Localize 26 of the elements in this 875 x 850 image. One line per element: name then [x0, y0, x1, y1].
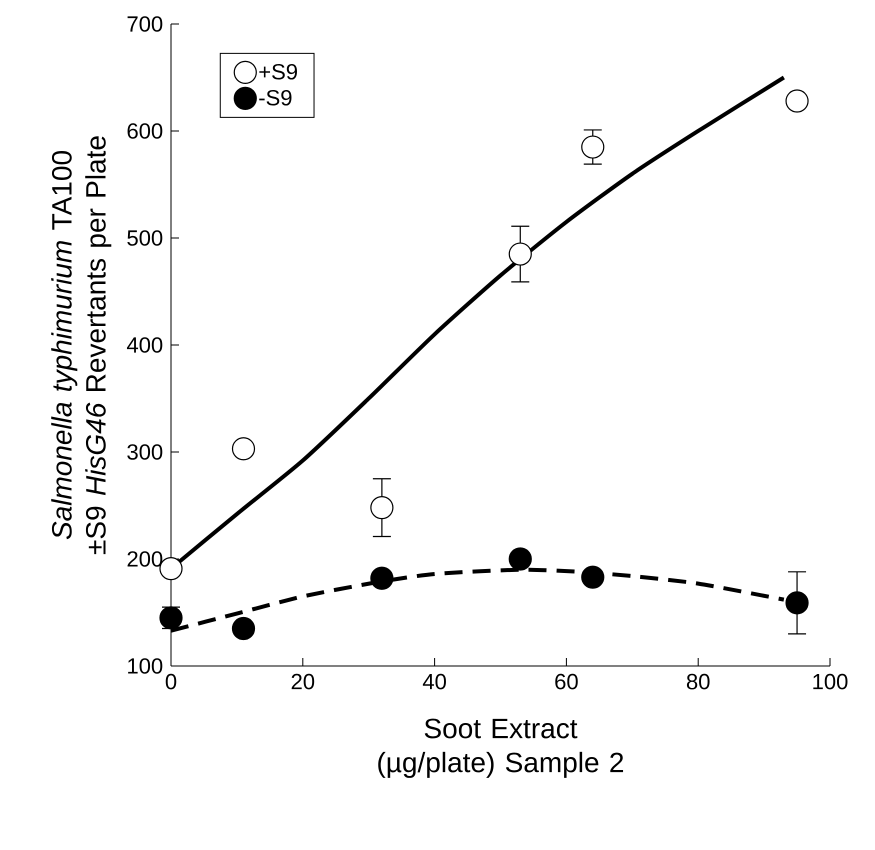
x-tick-label: 80 — [686, 674, 710, 690]
point — [785, 591, 809, 614]
y-tick-label: 600 — [128, 123, 162, 139]
point — [232, 616, 256, 640]
y-tick-label: 100 — [128, 658, 162, 674]
y-tick-label: 400 — [126, 337, 162, 353]
y-tick-label: 300 — [127, 444, 162, 460]
point — [581, 566, 604, 589]
point — [370, 566, 394, 590]
legend-label: +S9 — [259, 64, 297, 80]
point — [232, 437, 256, 460]
point — [785, 89, 809, 113]
x-tick-label: 40 — [422, 674, 446, 690]
x-tick-label: 0 — [166, 674, 176, 690]
point — [581, 135, 604, 159]
x-tick-label: 100 — [813, 674, 848, 690]
x-tick-label: 20 — [292, 674, 314, 690]
y-tick-label: 200 — [128, 551, 162, 567]
legend-label: -S9 — [259, 90, 292, 106]
point — [370, 496, 394, 520]
point — [508, 242, 532, 266]
x-axis-title: Soot Extract (µg/plate) Sample 2 — [378, 718, 624, 778]
x-tick-label: 60 — [555, 674, 578, 690]
y-tick-label: 500 — [127, 230, 162, 246]
y-tick-label: 700 — [128, 16, 162, 32]
point — [508, 547, 532, 571]
